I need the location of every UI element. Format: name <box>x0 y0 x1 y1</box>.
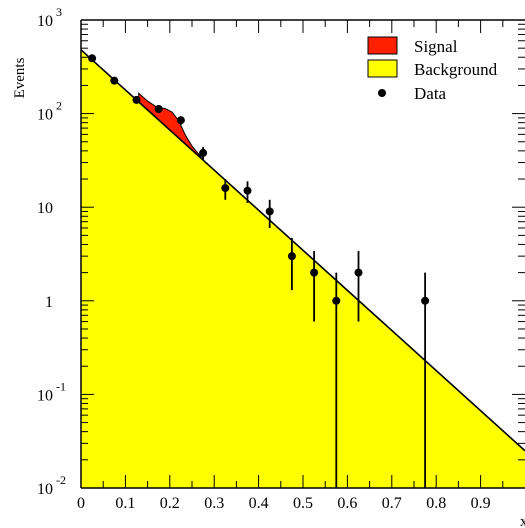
y-tick-exponent: -1 <box>56 379 66 393</box>
data-point <box>88 54 97 63</box>
x-tick-label: 0 <box>77 495 85 512</box>
x-tick-label: 0.5 <box>293 495 313 512</box>
y-tick-label: 1 <box>45 294 53 311</box>
legend-swatch <box>367 59 398 78</box>
data-marker <box>199 148 208 157</box>
x-tick-label: 0.7 <box>382 495 402 512</box>
legend-label: Data <box>414 84 447 103</box>
y-tick-label: 10 <box>37 13 53 30</box>
legend-label: Signal <box>414 37 458 56</box>
data-point <box>176 116 185 125</box>
data-point <box>199 146 208 160</box>
data-marker <box>354 268 363 277</box>
data-marker <box>132 95 141 104</box>
data-marker <box>310 268 319 277</box>
legend-label: Background <box>414 60 498 79</box>
data-point <box>310 251 319 322</box>
legend-marker <box>378 89 386 97</box>
y-axis-label: Events <box>12 57 28 98</box>
background-fit-line <box>80 49 525 452</box>
data-marker <box>265 207 274 216</box>
data-point <box>154 104 163 113</box>
data-marker <box>154 104 163 113</box>
data-point <box>287 237 296 291</box>
background-area <box>81 49 525 489</box>
data-marker <box>243 186 252 195</box>
x-tick-label: 0.6 <box>337 495 357 512</box>
legend-item: Background <box>367 59 498 79</box>
y-tick-exponent: 3 <box>56 5 62 19</box>
x-tick-label: 0.2 <box>160 495 180 512</box>
data-marker <box>421 296 430 305</box>
data-marker <box>287 252 296 261</box>
x-tick-label: 0.8 <box>426 495 446 512</box>
legend-item: Signal <box>367 36 458 56</box>
x-tick-label: 0.1 <box>115 495 135 512</box>
legend-item: Data <box>378 84 447 103</box>
data-point <box>243 181 252 203</box>
legend: Signal Background Data <box>367 36 498 103</box>
legend-swatch <box>367 36 398 55</box>
data-point <box>110 76 119 85</box>
plot-area <box>80 49 525 489</box>
y-tick-label: 10 <box>37 107 53 124</box>
data-point <box>132 95 141 104</box>
data-point <box>332 272 341 488</box>
data-marker <box>221 184 230 193</box>
data-marker <box>110 76 119 85</box>
data-point <box>265 199 274 228</box>
x-tick-label: 0.3 <box>204 495 224 512</box>
y-tick-label: 10 <box>37 200 53 217</box>
y-tick-exponent: 2 <box>56 99 62 113</box>
x-axis-label: x <box>520 514 525 528</box>
data-marker <box>176 116 185 125</box>
data-point <box>221 179 230 200</box>
x-tick-label: 0.9 <box>471 495 491 512</box>
data-marker <box>88 54 97 63</box>
data-marker <box>332 296 341 305</box>
x-tick-label: 0.4 <box>249 495 269 512</box>
y-tick-exponent: -2 <box>56 473 66 487</box>
y-tick-label: 10 <box>37 387 53 404</box>
data-point <box>354 251 363 322</box>
y-tick-label: 10 <box>37 481 53 498</box>
data-point <box>421 272 430 488</box>
